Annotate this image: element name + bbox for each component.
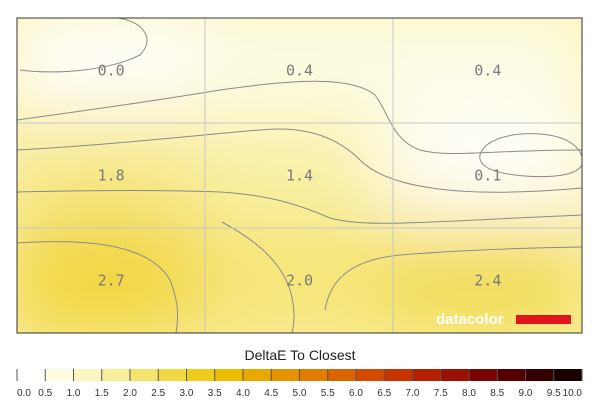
cell-value-label: 0.1 [474, 167, 501, 185]
scale-segment [186, 369, 216, 381]
heat-cell [383, 218, 582, 333]
scale-tick-label: 4.5 [264, 388, 278, 399]
plot-area: 0.0 0.4 0.4 1.8 1.4 0.1 2.7 2.0 2.4 datacolor [17, 18, 582, 333]
scale-tick-label: 0.0 [17, 388, 31, 399]
scale-segment [299, 369, 329, 381]
scale-tick-label: 10.0 [563, 388, 583, 399]
scale-segment [553, 369, 583, 381]
scale-segment [412, 369, 442, 381]
contour-line [19, 18, 148, 73]
cell-value-label: 2.7 [98, 272, 125, 290]
scale-segment [130, 369, 159, 381]
scale-segment [73, 369, 103, 381]
scale-segment [214, 369, 244, 381]
contour-line [221, 221, 295, 333]
scale-tick-label: 8.5 [490, 388, 504, 399]
scale-tick-label: 6.0 [349, 388, 363, 399]
scale-tick-label: 6.5 [377, 388, 391, 399]
grid [17, 18, 582, 333]
heat-cell [17, 113, 216, 238]
brand-bar [516, 315, 571, 324]
scale-tick-label: 8.0 [462, 388, 476, 399]
scale-segment [17, 369, 46, 381]
color-scale: 0.0 0.5 1.0 1.5 2.0 2.5 3.0 3.5 4.0 4.5 5.0 5.5 6.0 6… [16, 369, 583, 399]
brand-text: datacolor [436, 311, 504, 328]
scale-segment [440, 369, 470, 381]
scale-segment [158, 369, 187, 381]
scale-tick-label: 5.5 [321, 388, 335, 399]
scale-segment [497, 369, 526, 381]
scale-segment [469, 369, 498, 381]
scale-tick-label: 2.0 [123, 388, 137, 399]
heat-cell [383, 113, 582, 238]
scale-tick-label: 1.5 [95, 388, 109, 399]
scale-segment [45, 369, 74, 381]
scale-tick-label: 2.5 [151, 388, 165, 399]
cell-value-label: 1.4 [286, 167, 313, 185]
cell-value-label: 1.8 [98, 167, 125, 185]
brand-logo: datacolor [436, 311, 571, 328]
scale-tick-label: 1.0 [67, 388, 81, 399]
cell-value-label: 2.0 [286, 272, 313, 290]
scale-tick-label: 5.0 [293, 388, 307, 399]
contour-line [324, 246, 582, 311]
plot-border [16, 17, 583, 334]
scale-tick-label: 9.5 [547, 388, 561, 399]
scale-segment [243, 369, 272, 381]
legend-title: DeltaE To Closest [244, 347, 355, 363]
scale-segment [271, 369, 300, 381]
scale-segment [525, 369, 555, 381]
cell-labels: 0.0 0.4 0.4 1.8 1.4 0.1 2.7 2.0 2.4 [98, 62, 502, 290]
scale-segment [327, 369, 357, 381]
contour-line [17, 190, 582, 224]
scale-segment [101, 369, 131, 381]
scale-tick-label: 0.5 [38, 388, 52, 399]
cell-value-label: 2.4 [474, 272, 501, 290]
heat-cell [195, 218, 404, 333]
contour-lines [17, 18, 582, 333]
scale-tick-label: 3.5 [208, 388, 222, 399]
cell-value-label: 0.4 [286, 62, 313, 80]
contour-line [17, 241, 179, 333]
heat-blobs [17, 18, 582, 333]
scale-segment [384, 369, 413, 381]
scale-tick-label: 3.0 [180, 388, 194, 399]
heat-cell [17, 218, 216, 333]
scale-tick-label: 4.0 [236, 388, 250, 399]
scale-tick-label: 7.0 [406, 388, 420, 399]
scale-tick-label: 9.0 [519, 388, 533, 399]
contour-line [17, 80, 582, 155]
contour-line [17, 128, 582, 193]
heat-cell [195, 113, 404, 238]
scale-tick-label: 7.5 [434, 388, 448, 399]
cell-value-label: 0.4 [474, 62, 501, 80]
scale-segment [356, 369, 385, 381]
cell-value-label: 0.0 [98, 62, 125, 80]
contour-line [479, 133, 582, 178]
